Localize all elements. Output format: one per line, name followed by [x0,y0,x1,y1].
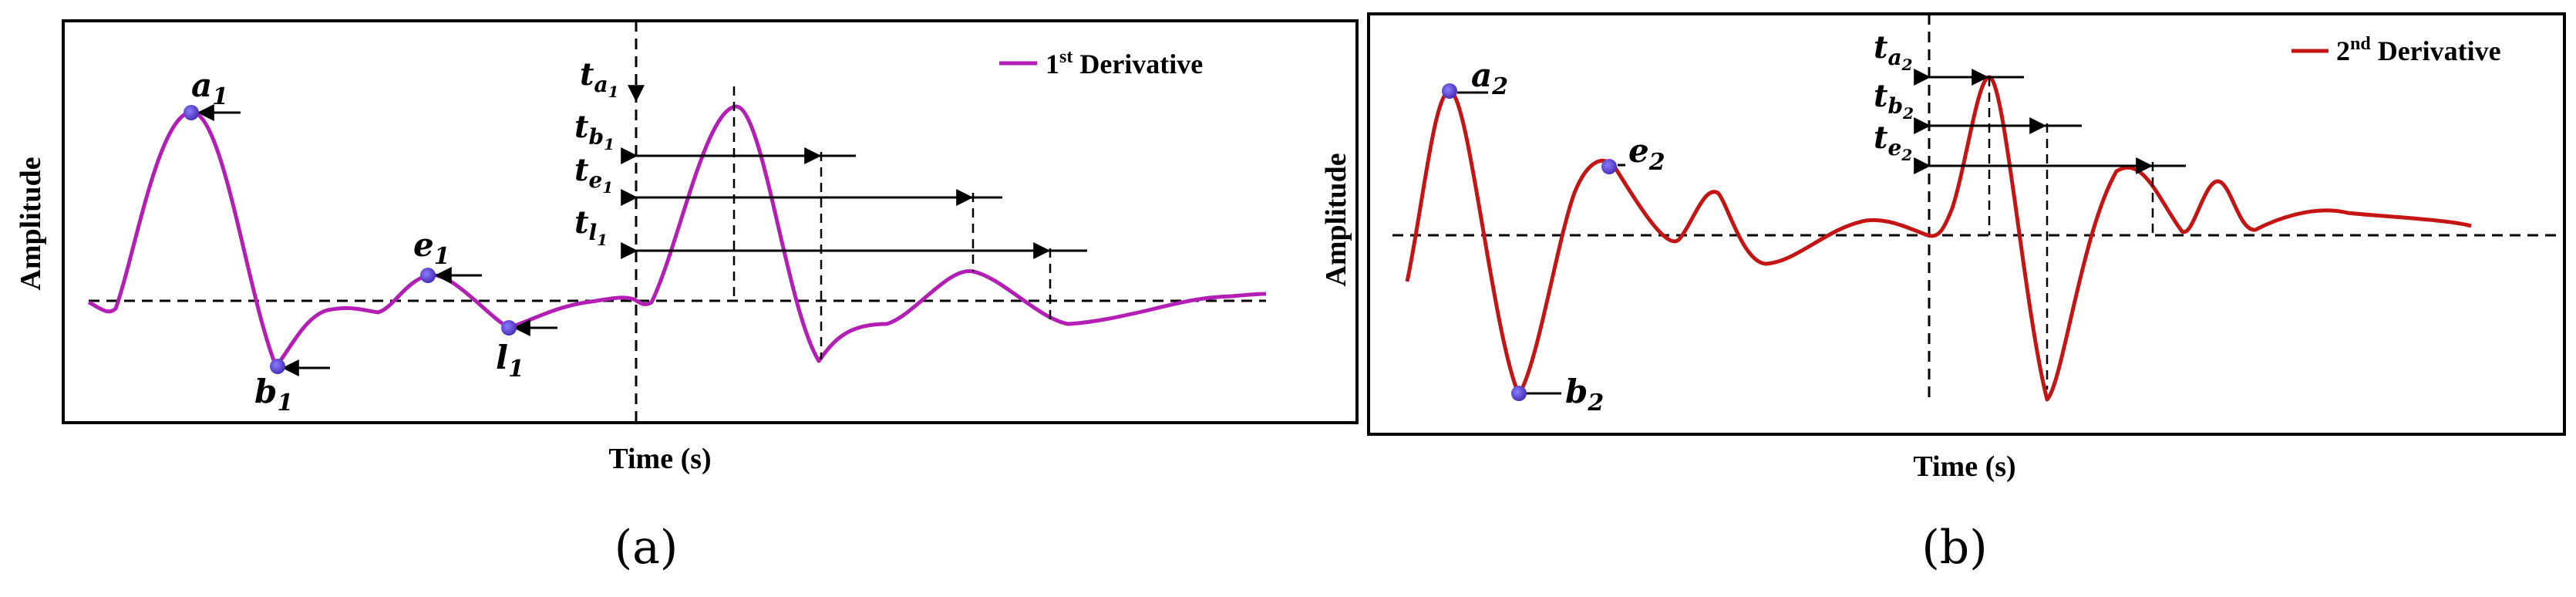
point-a2 [1442,83,1457,99]
points-b [1442,83,1625,401]
label-l1: l1 [496,339,524,383]
t-label-e2: te2 [1874,120,1912,164]
points-a [184,104,557,376]
label-e1: e1 [413,226,450,270]
label-b1: b1 [254,373,293,417]
t-label-e1: te1 [574,152,613,197]
ylabel-a: Amplitude [15,157,47,290]
ylabel-b: Amplitude [1320,153,1352,286]
t-label-b1: tb1 [574,109,615,153]
panel-b: a2 b2 e2 ta2 tb2 te2 2nd Derivative Ampl… [1320,12,2566,575]
plot-frame-a [62,19,1359,424]
point-l1 [501,320,517,336]
time-arrows-a [621,85,1087,259]
legend-label-b: 2nd Derivative [2336,34,2501,66]
plot-frame-b [1367,12,2566,436]
point-a1 [184,105,199,120]
t-label-a2: ta2 [1874,29,1913,74]
label-a1: a1 [191,66,228,110]
t-label-l1: tl1 [574,204,608,249]
legend-a: 1st Derivative [999,47,1203,79]
xlabel-b: Time (s) [1913,450,2015,483]
t-label-b2: tb2 [1874,78,1914,123]
xlabel-a: Time (s) [608,443,711,475]
point-b1 [270,359,285,374]
label-e2: e2 [1628,132,1665,176]
time-arrows-b [1914,69,2186,174]
point-e1 [420,268,436,283]
panel-label-a: (a) [615,521,679,575]
series-line-b [1405,75,2472,402]
panel-a: a1 b1 e1 l1 ta1 tb1 te1 tl1 1st Derivati… [15,19,1359,575]
legend-b: 2nd Derivative [2291,34,2501,66]
label-b2: b2 [1565,373,1604,417]
point-b2 [1511,386,1527,401]
legend-label-a: 1st Derivative [1046,47,1203,79]
t-label-a1: ta1 [580,56,619,101]
label-a2: a2 [1471,56,1508,100]
series-line-a [87,104,1267,369]
point-e2 [1601,159,1617,174]
panel-label-b: (b) [1921,521,1987,575]
